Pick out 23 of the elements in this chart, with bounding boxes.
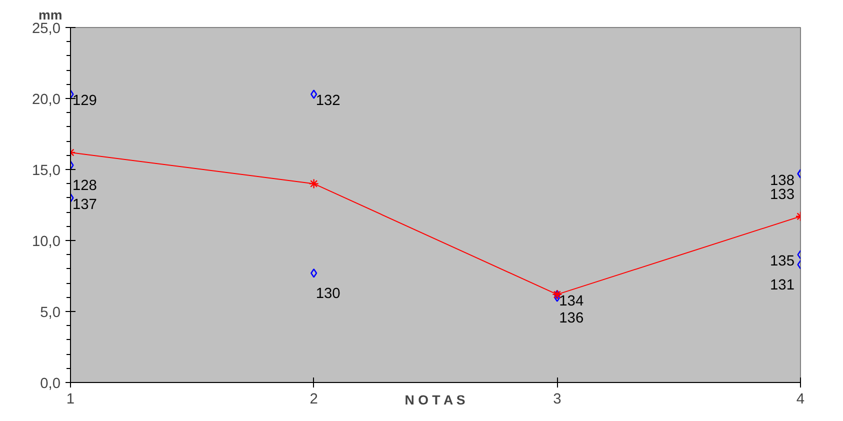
x-axis-title: N O T A S — [404, 392, 466, 408]
annotation: 128 — [72, 178, 97, 194]
annotation: 138 — [770, 172, 795, 189]
x-tick-label: 2 — [310, 392, 318, 408]
annotation: 131 — [770, 278, 795, 294]
x-tick-label: 3 — [553, 392, 562, 408]
annotation: 135 — [770, 254, 795, 270]
annotation: 129 — [72, 93, 97, 110]
annotation: 133 — [770, 186, 795, 203]
annotation: 136 — [559, 310, 584, 326]
x-tick-label: 1 — [66, 392, 75, 408]
y-axis-title: mm — [38, 8, 62, 22]
y-tick-label: 5,0 — [40, 305, 60, 321]
annotation: 137 — [72, 196, 97, 213]
y-tick-label: 20,0 — [32, 92, 61, 108]
annotation: 132 — [316, 93, 340, 110]
y-tick-label: 15,0 — [32, 163, 61, 179]
y-tick-label: 10,0 — [32, 234, 61, 250]
annotation: 130 — [316, 286, 340, 302]
y-tick-label: 0,0 — [40, 376, 60, 392]
annotation: 134 — [559, 293, 584, 310]
x-tick-label: 4 — [796, 392, 805, 408]
y-tick-label: 25,0 — [32, 21, 61, 37]
